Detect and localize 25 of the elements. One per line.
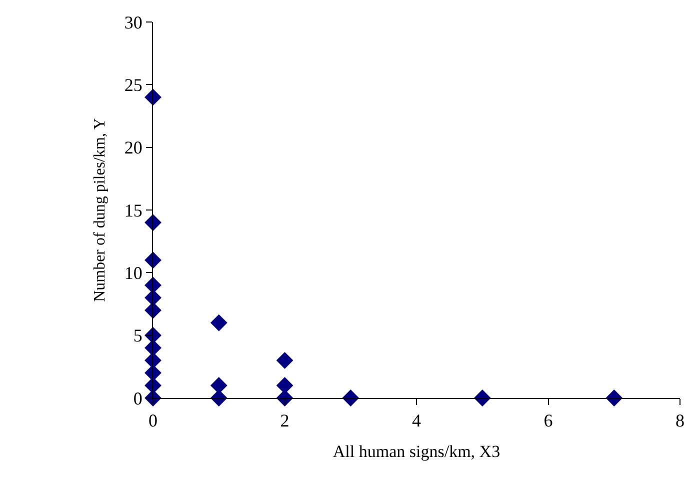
y-tick-label: 20	[124, 138, 142, 158]
x-tick-label: 4	[412, 410, 421, 431]
point	[210, 377, 228, 394]
point	[276, 377, 294, 394]
x-axis-title: All human signs/km, X3	[332, 442, 500, 461]
x-tick-label: 2	[280, 410, 290, 431]
y-tick-label: 15	[124, 200, 142, 220]
point	[144, 88, 162, 106]
point	[210, 390, 228, 406]
y-axis-title: Number of dung piles/km, Y	[91, 118, 108, 302]
point	[342, 390, 360, 406]
x-tick-label: 0	[148, 410, 158, 431]
y-tick-label: 30	[124, 12, 142, 32]
y-tick-label: 0	[133, 388, 142, 408]
y-tick-label: 5	[133, 326, 142, 346]
point	[606, 390, 623, 406]
point	[276, 390, 294, 406]
y-tick-label: 10	[124, 262, 142, 283]
point	[276, 352, 294, 369]
point	[474, 390, 491, 406]
x-tick-label: 8	[676, 410, 684, 431]
point	[144, 252, 162, 269]
x-tick-label: 6	[544, 410, 553, 431]
y-tick-label: 25	[124, 74, 142, 95]
point	[210, 314, 228, 332]
